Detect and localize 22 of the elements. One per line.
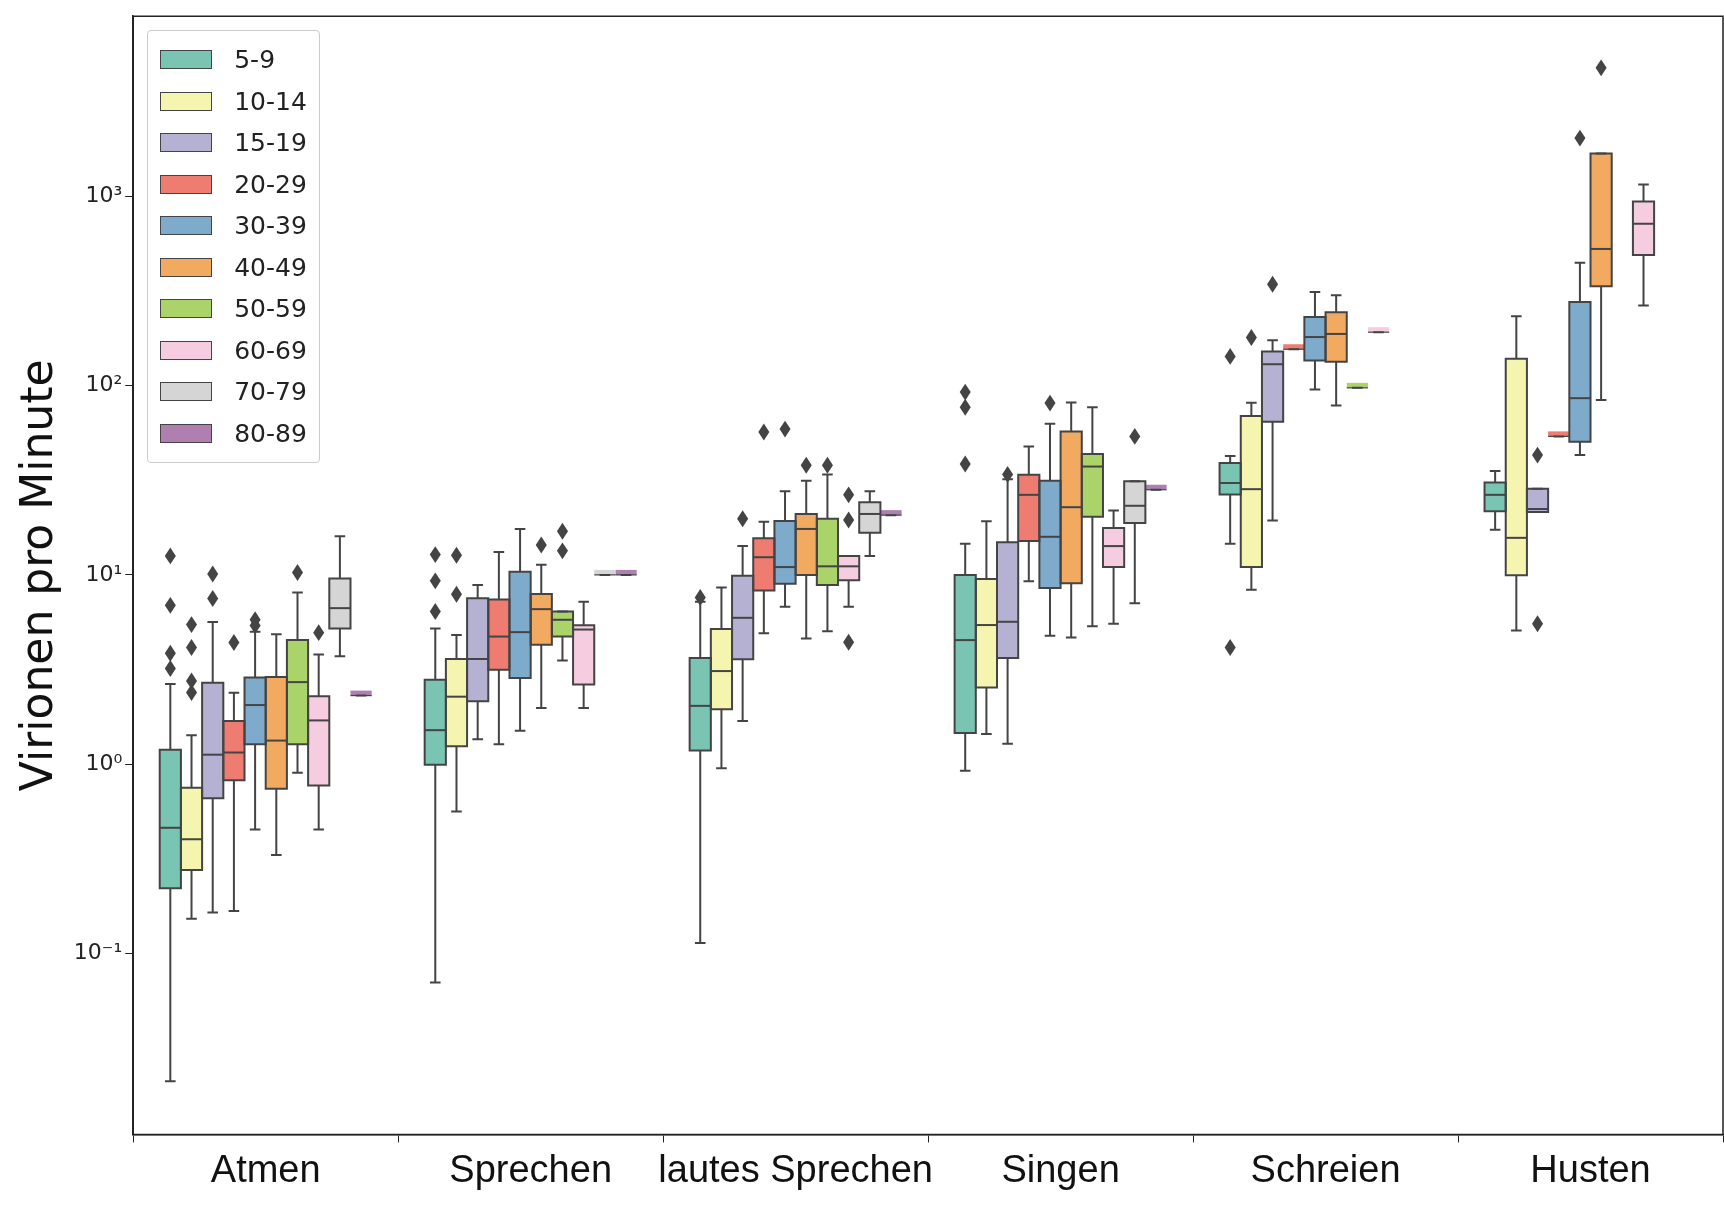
y-tick-label: 10⁰ (85, 749, 123, 775)
x-tick-label: Sprechen (449, 1147, 613, 1190)
x-tick-label: Schreien (1250, 1147, 1401, 1190)
x-tick-label: Husten (1530, 1147, 1651, 1190)
legend-label: 5-9 (234, 45, 276, 75)
y-tick-label: 10³ (85, 182, 123, 208)
y-tick-label: 10¹ (85, 560, 123, 586)
legend-label: 40-49 (234, 252, 307, 282)
y-tick-label: 10² (85, 371, 123, 397)
legend-label: 30-39 (234, 211, 307, 241)
legend-label: 10-14 (234, 86, 307, 116)
legend-label: 50-59 (234, 294, 307, 324)
legend-label: 60-69 (234, 335, 307, 365)
legend-label: 15-19 (234, 128, 307, 158)
legend-label: 70-79 (234, 377, 307, 407)
x-tick-label: Singen (1001, 1147, 1120, 1190)
y-tick-label: 10⁻¹ (73, 938, 123, 964)
y-axis-title: Virionen pro Minute (10, 359, 62, 792)
legend-label: 20-29 (234, 169, 307, 199)
x-tick-label: Atmen (210, 1147, 321, 1190)
legend-label: 80-89 (234, 418, 307, 448)
x-tick-label: lautes Sprechen (658, 1147, 933, 1190)
